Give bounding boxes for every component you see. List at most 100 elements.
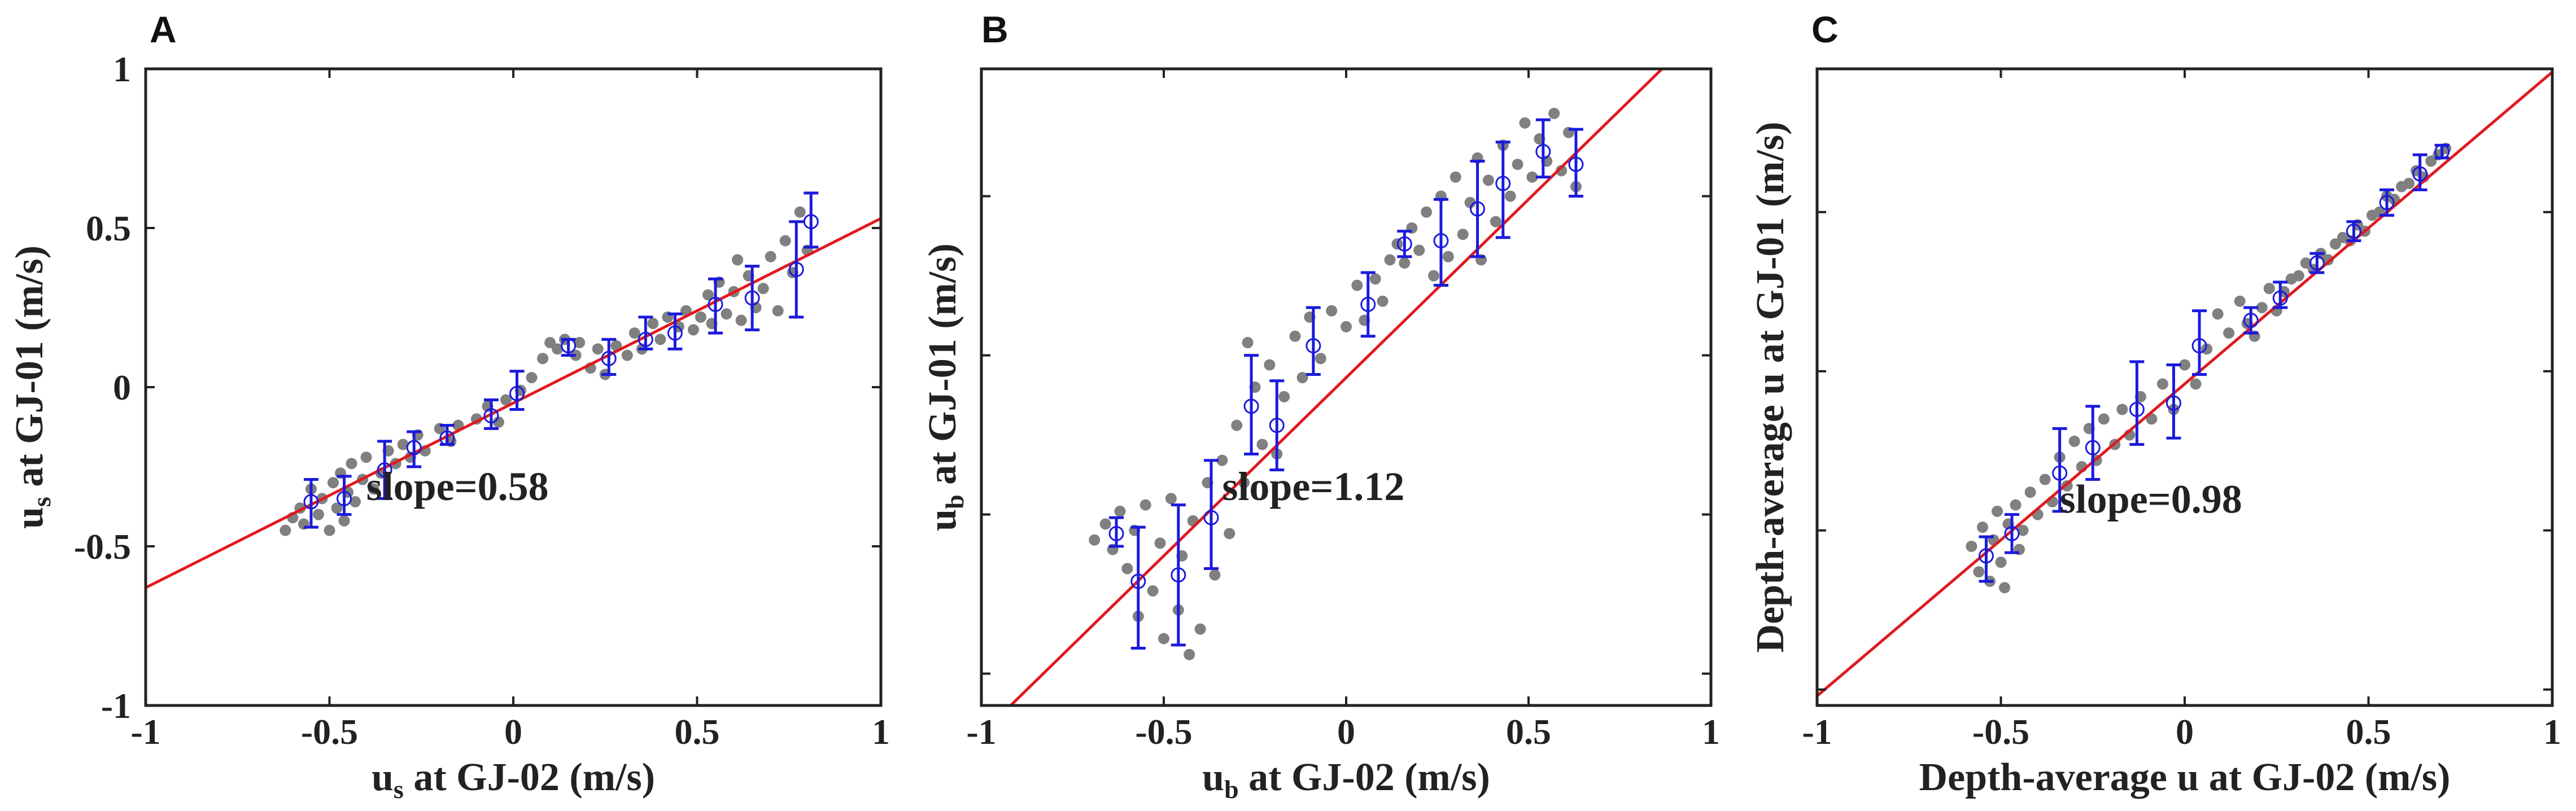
- scatter-point: [331, 502, 343, 514]
- scatter-point: [1099, 518, 1111, 530]
- scatter-point: [1512, 159, 1523, 170]
- scatter-point: [1449, 171, 1461, 183]
- scatter-point: [360, 451, 372, 463]
- error-bar: [2346, 220, 2361, 243]
- scatter-point: [1256, 439, 1268, 450]
- y-axis-label: Depth-average u at GJ-01 (m/s): [1749, 122, 1792, 653]
- y-axis-label-rest: at GJ-01 (m/s): [8, 246, 51, 497]
- y-tick-label: -0.5: [74, 527, 131, 567]
- scatter-point: [1428, 270, 1440, 282]
- bin-mean-marker: [1495, 176, 1511, 191]
- bin-mean-marker: [744, 290, 760, 306]
- bin-mean-marker: [1130, 573, 1146, 589]
- bin-mean-marker: [1269, 418, 1285, 433]
- scatter-point: [1490, 216, 1501, 227]
- error-bar: [803, 191, 819, 249]
- x-tick-label: 1: [2543, 712, 2561, 752]
- scatter-point: [2017, 524, 2029, 536]
- x-tick-label: -1: [966, 712, 996, 752]
- scatter-point: [1504, 190, 1516, 202]
- bin-mean-marker: [1171, 567, 1186, 583]
- scatter-point: [1464, 196, 1476, 208]
- scatter-point: [1421, 206, 1433, 218]
- bin-mean-marker: [483, 408, 499, 424]
- error-bar: [337, 475, 352, 516]
- y-axis-label: us at GJ-01 (m/s): [8, 246, 56, 529]
- y-axis-label-var: u: [8, 507, 51, 529]
- scatter-point: [552, 343, 564, 355]
- x-tick-label: 0.5: [2346, 712, 2391, 752]
- scatter-point: [2403, 178, 2415, 190]
- scatter-point: [526, 372, 538, 384]
- x-tick-label: -1: [130, 712, 160, 752]
- scatter-point: [346, 458, 357, 470]
- error-bar: [1108, 516, 1124, 548]
- scatter-point: [757, 283, 769, 295]
- bin-mean-marker: [2272, 290, 2288, 306]
- scatter-point: [1216, 454, 1228, 466]
- scatter-point: [1089, 534, 1101, 546]
- x-axis-label-sub: b: [1224, 775, 1239, 804]
- scatter-point: [1209, 569, 1221, 581]
- scatter-point: [1369, 273, 1381, 285]
- error-bar: [509, 370, 525, 411]
- bin-mean-marker: [406, 440, 422, 455]
- bin-mean-marker: [337, 490, 352, 506]
- scatter-point: [654, 334, 666, 345]
- scatter-point: [2010, 499, 2021, 511]
- scatter-point: [695, 311, 707, 323]
- error-bar: [638, 315, 653, 350]
- x-axis-label: Depth-average u at GJ-02 (m/s): [1919, 756, 2451, 799]
- bin-mean-marker: [2004, 525, 2020, 541]
- scatter-point: [2234, 295, 2246, 307]
- y-tick-label: 0: [113, 367, 131, 407]
- scatter-point: [492, 417, 504, 428]
- scatter-point: [1114, 505, 1126, 517]
- error-bar: [1360, 271, 1376, 338]
- scatter-point: [2068, 435, 2080, 447]
- scatter-point: [1326, 305, 1338, 317]
- fit-line: [1008, 69, 1665, 705]
- bin-mean-marker: [708, 296, 723, 312]
- scatter-point: [1264, 359, 1276, 371]
- scatter-point: [1976, 521, 1988, 533]
- bin-mean-marker: [2434, 144, 2450, 160]
- scatter-point: [647, 318, 659, 330]
- error-bar: [1306, 306, 1321, 376]
- scatter-point: [324, 524, 335, 536]
- scatter-point: [280, 524, 291, 536]
- bin-mean-marker: [1978, 548, 1994, 564]
- panel-letter: A: [150, 8, 177, 50]
- fit-line: [1817, 71, 2552, 697]
- scatter-point: [1457, 229, 1469, 240]
- bin-mean-marker: [2052, 465, 2068, 481]
- scatter-point: [2425, 155, 2437, 167]
- scatter-point: [1278, 391, 1290, 402]
- bin-mean-marker: [303, 494, 319, 510]
- scatter-point: [1154, 537, 1166, 549]
- x-tick-label: 0.5: [1506, 712, 1551, 752]
- bin-mean-marker: [2165, 395, 2181, 411]
- x-tick-label: 0: [1337, 712, 1355, 752]
- error-bar: [1978, 535, 1994, 583]
- scatter-point: [1482, 174, 1494, 186]
- scatter-point: [570, 349, 582, 361]
- scatter-point: [2300, 257, 2312, 269]
- scatter-point: [1315, 353, 1326, 365]
- scatter-point: [1991, 505, 2003, 517]
- error-bar: [1203, 459, 1219, 570]
- scatter-point: [2293, 270, 2304, 282]
- error-bar: [1130, 525, 1146, 650]
- x-axis-label-var: u: [372, 756, 394, 799]
- scatter-point: [1194, 623, 1206, 635]
- scatter-point: [1413, 244, 1425, 256]
- error-bar: [1568, 128, 1584, 198]
- scatter-point: [2024, 486, 2036, 498]
- scatter-point: [2329, 238, 2341, 250]
- plot-area: [146, 191, 881, 589]
- error-bar: [2191, 309, 2207, 376]
- scatter-point: [1296, 372, 1308, 384]
- error-bar: [1535, 118, 1551, 179]
